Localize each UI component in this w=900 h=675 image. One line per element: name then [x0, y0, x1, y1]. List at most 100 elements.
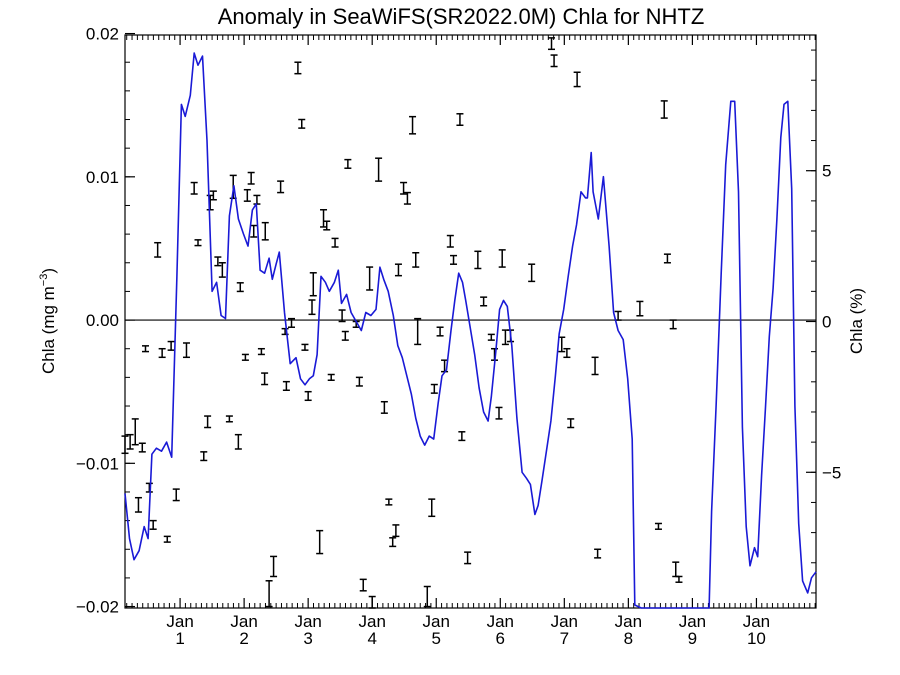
error-bar [294, 61, 302, 75]
error-bar [247, 171, 255, 185]
error-bar [341, 330, 349, 341]
error-bar [320, 209, 328, 228]
error-bar [392, 524, 400, 538]
error-bar [206, 194, 214, 211]
error-bar [277, 180, 285, 194]
error-bar [400, 181, 408, 195]
error-bar [423, 585, 431, 608]
error-bar [355, 376, 363, 387]
x-tick-label-top: Jan [679, 612, 706, 631]
x-axis-ticks: Jan1Jan2Jan3Jan4Jan5Jan6Jan7Jan8Jan9Jan1… [126, 35, 816, 648]
error-bar [528, 263, 536, 283]
error-bar [145, 482, 153, 493]
error-bar [194, 239, 202, 247]
x-tick-label-bottom: 7 [560, 629, 569, 648]
error-bar [204, 415, 212, 429]
x-tick-label-top: Jan [551, 612, 578, 631]
y-right-tick-label: 0 [822, 313, 831, 332]
error-bar [134, 496, 142, 513]
error-bar [495, 406, 503, 420]
error-bar [594, 548, 602, 559]
x-tick-label-bottom: 10 [747, 629, 766, 648]
y-right-tick-label: −5 [822, 463, 841, 482]
error-bar [567, 418, 575, 429]
error-bar [548, 37, 556, 51]
x-tick-label-top: Jan [487, 612, 514, 631]
error-bar [308, 299, 316, 316]
error-bar [403, 191, 411, 205]
error-bar [218, 262, 226, 278]
x-tick-label-bottom: 8 [624, 629, 633, 648]
error-bar [550, 54, 558, 68]
error-bar [409, 115, 417, 135]
error-bar [591, 356, 599, 376]
y-left-tick-label: −0.02 [76, 598, 119, 617]
error-bar [298, 118, 306, 129]
error-bar [265, 580, 273, 608]
error-bar [304, 390, 312, 402]
error-bar [253, 194, 261, 205]
error-bar [270, 555, 278, 578]
error-bar [563, 347, 571, 359]
error-bar [663, 253, 671, 264]
error-bar [250, 224, 258, 238]
error-bar [138, 442, 146, 453]
y-left-tick-label: 0.02 [86, 25, 119, 44]
error-bar [241, 353, 249, 361]
error-bar [163, 535, 171, 543]
error-bar [654, 522, 662, 530]
error-bar [636, 300, 644, 317]
error-bar [573, 71, 581, 88]
x-tick-label-bottom: 5 [432, 629, 441, 648]
x-tick-label-bottom: 1 [175, 629, 184, 648]
error-bar [331, 237, 339, 248]
error-bar [288, 317, 296, 328]
y-left-tick-label: 0.01 [86, 168, 119, 187]
error-bar [182, 342, 190, 359]
error-bar [394, 263, 402, 277]
error-bar [338, 309, 346, 323]
plot-frame [124, 34, 817, 609]
error-bar [436, 326, 444, 337]
error-bar [243, 188, 251, 202]
error-bar [487, 333, 495, 341]
error-bar [190, 181, 198, 195]
error-bar [660, 100, 668, 119]
y-axis-right-ticks: 5 0 −5 [806, 49, 841, 594]
y-axis-left-label: Chla (mg m−3) [38, 268, 58, 374]
error-bar [672, 561, 680, 578]
x-tick-label-top: Jan [166, 612, 193, 631]
error-bar [428, 498, 436, 518]
x-tick-label-top: Jan [294, 612, 321, 631]
error-bar [450, 254, 458, 265]
error-bar [200, 451, 208, 462]
error-bar [154, 241, 162, 258]
chart-title: Anomaly in SeaWiFS(SR2022.0M) Chla for N… [218, 4, 705, 29]
error-bar [327, 373, 335, 381]
error-bar [446, 234, 454, 248]
error-bar [301, 343, 309, 351]
x-tick-label-top: Jan [230, 612, 257, 631]
error-bar [149, 519, 157, 530]
x-tick-label-top: Jan [358, 612, 385, 631]
error-bar [385, 498, 393, 506]
error-bar [675, 575, 683, 583]
error-bar [464, 551, 472, 565]
error-bar [309, 272, 317, 297]
error-bar [375, 157, 383, 182]
error-bar [456, 113, 464, 126]
x-tick-label-bottom: 3 [303, 629, 312, 648]
y-left-tick-label: 0.00 [86, 311, 119, 330]
error-bar [323, 220, 331, 231]
error-bar [366, 266, 374, 291]
error-bar [412, 251, 420, 268]
x-tick-label-bottom: 2 [239, 629, 248, 648]
error-bar [344, 158, 352, 169]
error-bar [359, 578, 367, 592]
error-bar [261, 372, 269, 386]
error-bar [480, 296, 488, 307]
error-bar [214, 256, 222, 267]
anomaly-line-series [124, 52, 817, 609]
error-bar [121, 435, 129, 455]
